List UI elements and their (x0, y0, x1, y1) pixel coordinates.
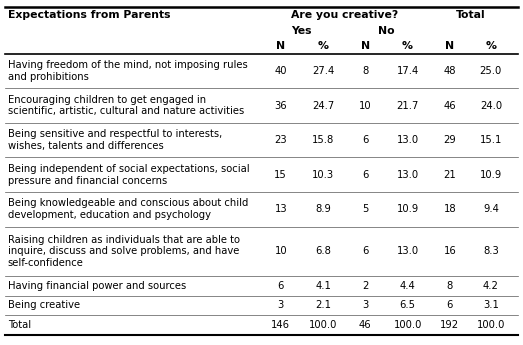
Text: 8.9: 8.9 (315, 204, 331, 214)
Text: 8.3: 8.3 (483, 246, 499, 256)
Text: 16: 16 (444, 246, 456, 256)
Text: 3: 3 (278, 300, 284, 310)
Text: 3.1: 3.1 (483, 300, 499, 310)
Text: 4.4: 4.4 (400, 281, 415, 291)
Text: 6: 6 (362, 135, 369, 145)
Text: 46: 46 (444, 101, 456, 111)
Text: 8: 8 (447, 281, 453, 291)
Text: 9.4: 9.4 (483, 204, 499, 214)
Text: 100.0: 100.0 (309, 320, 337, 330)
Text: 3: 3 (362, 300, 368, 310)
Text: 146: 146 (271, 320, 290, 330)
Text: Encouraging children to get engaged in
scientific, artistic, cultural and nature: Encouraging children to get engaged in s… (8, 95, 244, 116)
Text: 10.9: 10.9 (480, 170, 502, 180)
Text: Raising children as individuals that are able to
inquire, discuss and solve prob: Raising children as individuals that are… (8, 235, 240, 268)
Text: 21.7: 21.7 (396, 101, 419, 111)
Text: Being independent of social expectations, social
pressure and financial concerns: Being independent of social expectations… (8, 164, 249, 186)
Text: %: % (485, 41, 496, 51)
Text: 6.5: 6.5 (400, 300, 416, 310)
Text: 15: 15 (275, 170, 287, 180)
Text: 6: 6 (447, 300, 453, 310)
Text: 10.9: 10.9 (396, 204, 419, 214)
Text: %: % (317, 41, 328, 51)
Text: No: No (378, 26, 395, 36)
Text: 15.8: 15.8 (312, 135, 334, 145)
Text: 10: 10 (275, 246, 287, 256)
Text: Total: Total (456, 10, 485, 20)
Text: Expectations from Parents: Expectations from Parents (8, 10, 170, 20)
Text: %: % (402, 41, 413, 51)
Text: Being knowledgeable and conscious about child
development, education and psychol: Being knowledgeable and conscious about … (8, 198, 248, 220)
Text: Yes: Yes (292, 26, 312, 36)
Text: 40: 40 (275, 66, 287, 76)
Text: 13.0: 13.0 (396, 246, 418, 256)
Text: 5: 5 (362, 204, 369, 214)
Text: Being sensitive and respectful to interests,
wishes, talents and differences: Being sensitive and respectful to intere… (8, 129, 222, 151)
Text: 10: 10 (359, 101, 372, 111)
Text: 2: 2 (362, 281, 369, 291)
Text: 6.8: 6.8 (315, 246, 331, 256)
Text: 23: 23 (275, 135, 287, 145)
Text: Having financial power and sources: Having financial power and sources (8, 281, 186, 291)
Text: 48: 48 (444, 66, 456, 76)
Text: 6: 6 (362, 170, 369, 180)
Text: Total: Total (8, 320, 31, 330)
Text: 4.1: 4.1 (315, 281, 331, 291)
Text: 13.0: 13.0 (396, 170, 418, 180)
Text: Are you creative?: Are you creative? (290, 10, 398, 20)
Text: 8: 8 (362, 66, 368, 76)
Text: 6: 6 (278, 281, 284, 291)
Text: 24.7: 24.7 (312, 101, 334, 111)
Text: 100.0: 100.0 (393, 320, 422, 330)
Text: Having freedom of the mind, not imposing rules
and prohibitions: Having freedom of the mind, not imposing… (8, 60, 247, 82)
Text: 25.0: 25.0 (480, 66, 502, 76)
Text: 192: 192 (440, 320, 459, 330)
Text: 27.4: 27.4 (312, 66, 334, 76)
Text: 13: 13 (275, 204, 287, 214)
Text: 4.2: 4.2 (483, 281, 499, 291)
Text: 10.3: 10.3 (312, 170, 334, 180)
Text: Being creative: Being creative (8, 300, 80, 310)
Text: 46: 46 (359, 320, 372, 330)
Text: 100.0: 100.0 (476, 320, 505, 330)
Text: 6: 6 (362, 246, 369, 256)
Text: 15.1: 15.1 (480, 135, 502, 145)
Text: 36: 36 (275, 101, 287, 111)
Text: 18: 18 (444, 204, 456, 214)
Text: N: N (445, 41, 454, 51)
Text: 21: 21 (444, 170, 456, 180)
Text: 17.4: 17.4 (396, 66, 419, 76)
Text: 13.0: 13.0 (396, 135, 418, 145)
Text: N: N (276, 41, 285, 51)
Text: 29: 29 (444, 135, 456, 145)
Text: 24.0: 24.0 (480, 101, 502, 111)
Text: 2.1: 2.1 (315, 300, 331, 310)
Text: N: N (361, 41, 370, 51)
